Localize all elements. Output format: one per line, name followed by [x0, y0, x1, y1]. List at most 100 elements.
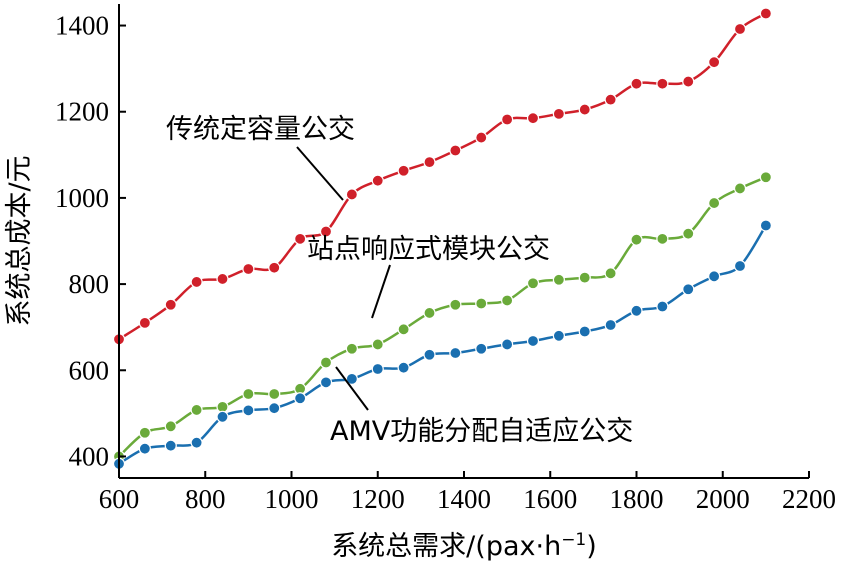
y-tick-label: 600 [69, 355, 110, 385]
series-line-0 [118, 12, 767, 341]
data-point-s2 [552, 329, 565, 342]
x-tick-label: 600 [99, 484, 140, 514]
annotation-modular: 站点响应式模块公交 [307, 234, 550, 265]
data-point-s0 [371, 174, 384, 187]
x-tick-label: 2200 [782, 484, 836, 514]
data-point-s1 [242, 387, 255, 401]
data-point-s2 [190, 436, 203, 449]
data-point-s0 [708, 56, 721, 69]
data-point-s0 [423, 156, 436, 169]
annotation-amv: AMV功能分配自适应公交 [330, 416, 633, 447]
data-point-s0 [604, 93, 617, 106]
data-point-s0 [526, 112, 540, 125]
data-point-s0 [190, 275, 203, 289]
x-tick-label: 1800 [610, 484, 664, 514]
x-axis-title: 系统总需求/(pax·h−1) [331, 530, 597, 562]
data-point-s2 [345, 372, 358, 385]
y-tick-label: 800 [69, 269, 110, 299]
y-tick-label: 400 [69, 441, 110, 471]
x-axis-title-close: ) [586, 531, 597, 562]
data-point-s1 [449, 298, 462, 311]
data-point-s2 [604, 318, 617, 332]
data-point-s2 [242, 404, 255, 417]
data-point-s0 [501, 113, 514, 126]
data-point-s1 [733, 182, 747, 195]
data-point-s2 [397, 361, 410, 374]
data-point-s2 [449, 346, 462, 360]
annotation-leader-amv [335, 366, 369, 411]
data-point-s1 [526, 277, 540, 290]
data-point-s0 [397, 164, 410, 177]
data-point-s0 [345, 188, 358, 201]
data-point-s1 [475, 297, 488, 310]
x-tick-label: 1400 [437, 484, 491, 514]
y-tick-label: 1400 [55, 11, 109, 41]
data-point-s2 [294, 392, 307, 405]
data-point-s1 [682, 227, 695, 240]
data-point-s2 [138, 442, 151, 455]
y-tick-label: 1200 [55, 97, 109, 127]
data-point-s2 [423, 348, 436, 361]
annotation-leader-modular [371, 264, 391, 319]
x-axis-title-sup: −1 [561, 530, 586, 550]
data-point-s1 [319, 356, 333, 369]
data-point-s0 [242, 262, 255, 276]
x-ticks: 600 800 1000 1200 1400 1600 1800 2000 2200 [99, 471, 836, 514]
data-point-s0 [138, 316, 151, 329]
data-point-s2 [682, 283, 695, 296]
data-point-s0 [475, 131, 488, 144]
data-point-s1 [578, 271, 591, 284]
data-point-s0 [759, 7, 772, 20]
data-point-s2 [656, 300, 669, 313]
data-point-s2 [475, 342, 488, 355]
data-point-s0 [164, 298, 177, 311]
data-point-s1 [501, 294, 514, 307]
data-point-s1 [552, 273, 565, 286]
data-point-s0 [630, 77, 643, 90]
data-point-s1 [371, 338, 384, 351]
data-point-s2 [164, 439, 177, 452]
data-point-s2 [371, 362, 384, 376]
data-point-s2 [216, 410, 229, 423]
x-tick-label: 800 [185, 484, 226, 514]
data-point-s0 [294, 232, 307, 245]
data-point-s1 [604, 267, 617, 280]
data-point-s2 [578, 325, 591, 338]
data-point-s2 [526, 334, 540, 348]
data-point-s1 [630, 233, 643, 246]
y-axis-title: 系统总成本/元 [4, 155, 35, 326]
x-axis-title-main: 系统总需求/(pax·h [331, 531, 561, 562]
data-point-s1 [345, 342, 358, 355]
y-ticks: 400 600 800 1000 1200 1400 [55, 11, 126, 471]
annotation-traditional: 传统定容量公交 [166, 114, 355, 145]
annotation-leader-traditional [296, 146, 344, 201]
data-point-s1 [708, 196, 721, 210]
data-point-s1 [190, 403, 203, 417]
data-point-s1 [164, 420, 177, 433]
data-point-s0 [578, 103, 591, 116]
data-point-s2 [630, 304, 643, 317]
data-point-s2 [268, 402, 281, 415]
data-point-s1 [397, 323, 410, 336]
data-point-s0 [268, 261, 281, 274]
data-point-s1 [759, 171, 772, 184]
data-point-s2 [501, 338, 514, 351]
data-point-s1 [268, 387, 281, 401]
series-line-1 [118, 176, 767, 458]
data-point-s2 [759, 219, 772, 232]
series-layer [112, 7, 772, 470]
data-point-s0 [733, 22, 747, 36]
y-tick-label: 1000 [55, 183, 109, 213]
data-point-s2 [708, 270, 721, 283]
data-point-s0 [449, 144, 462, 157]
x-tick-label: 1000 [265, 484, 319, 514]
data-point-s0 [552, 107, 565, 120]
data-point-s1 [656, 232, 669, 245]
data-point-s2 [319, 376, 333, 389]
data-point-s2 [733, 259, 747, 273]
data-point-s0 [682, 75, 695, 88]
x-tick-label: 2000 [696, 484, 750, 514]
data-point-s0 [319, 225, 333, 238]
x-tick-label: 1200 [351, 484, 405, 514]
